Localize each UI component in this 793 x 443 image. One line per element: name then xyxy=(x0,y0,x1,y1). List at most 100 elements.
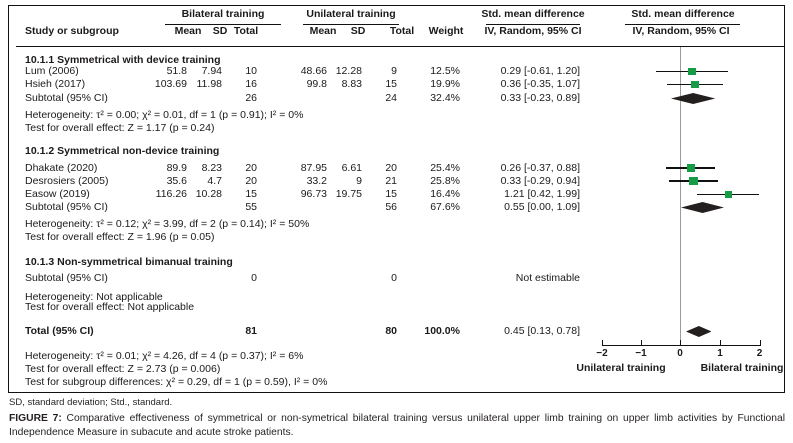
sd-bilateral: 10.28 xyxy=(195,188,222,200)
total-bilateral: 15 xyxy=(245,188,257,200)
column-header-mean-1: Mean xyxy=(174,25,202,37)
column-header-total-1: Total xyxy=(233,25,259,37)
sd-unilateral: 8.83 xyxy=(341,78,362,90)
subtotal-row: Subtotal (95% CI) 0 0 Not estimable xyxy=(25,272,580,285)
axis-label-unilateral: Unilateral training xyxy=(576,362,666,374)
total-ci: 0.45 [0.13, 0.78] xyxy=(504,325,580,337)
underline-unilateral xyxy=(303,23,399,25)
heterogeneity-text: Heterogeneity: τ² = 0.00; χ² = 0.01, df … xyxy=(25,108,304,121)
weight-value: 25.4% xyxy=(430,161,460,174)
subtotal-weight: 32.4% xyxy=(430,91,460,104)
subtotal-label: Subtotal (95% CI) xyxy=(25,271,108,284)
sd-unilateral: 12.28 xyxy=(335,65,362,77)
mean-bilateral: 103.69 xyxy=(154,78,187,90)
figure-caption-text: Comparative effectiveness of symmetrical… xyxy=(9,413,786,438)
column-header-total-2: Total xyxy=(389,25,415,37)
column-header-study: Study or subgroup xyxy=(25,25,119,37)
mean-bilateral: 116.26 xyxy=(155,188,187,200)
overall-effect-text: Test for overall effect: Z = 1.96 (p = 0… xyxy=(25,230,215,243)
sd-bilateral: 11.98 xyxy=(196,78,223,90)
ci-value: 0.33 [-0.29, 0.94] xyxy=(500,174,580,187)
total-total-bilateral: 81 xyxy=(245,325,257,337)
axis-tick-label: 0 xyxy=(677,348,683,359)
study-row: Easow (2019) 116.26 10.28 15 96.73 19.75… xyxy=(25,188,580,201)
axis-tick xyxy=(759,340,761,346)
axis-tick xyxy=(602,340,604,346)
study-name: Lum (2006) xyxy=(25,65,79,77)
subtotal-total-bilateral: 0 xyxy=(251,271,257,284)
column-header-mean-2: Mean xyxy=(309,25,337,37)
study-row: Hsieh (2017) 103.69 11.98 16 99.8 8.83 1… xyxy=(25,78,580,91)
heterogeneity-text: Heterogeneity: τ² = 0.01; χ² = 4.26, df … xyxy=(25,349,304,362)
axis-label-bilateral: Bilateral training xyxy=(700,362,784,374)
subtotal-total-unilateral: 56 xyxy=(385,200,397,213)
mean-unilateral: 99.8 xyxy=(306,78,327,90)
total-unilateral: 21 xyxy=(385,174,397,187)
mean-bilateral: 51.8 xyxy=(166,65,187,77)
sd-unilateral: 19.75 xyxy=(335,188,362,200)
axis-tick xyxy=(641,340,643,346)
weight-value: 25.8% xyxy=(430,174,460,187)
section-title: 10.1.1 Symmetrical with device training xyxy=(25,54,221,66)
study-name: Easow (2019) xyxy=(25,188,90,200)
overall-effect-text: Test for overall effect: Z = 2.73 (p = 0… xyxy=(25,362,221,375)
axis-tick-label: 1 xyxy=(717,348,723,359)
mean-unilateral: 87.95 xyxy=(300,161,327,174)
mean-bilateral: 89.9 xyxy=(166,161,187,174)
total-unilateral: 20 xyxy=(385,161,397,174)
mean-bilateral: 35.6 xyxy=(166,174,187,187)
mean-unilateral: 48.66 xyxy=(300,65,327,77)
total-bilateral: 20 xyxy=(245,161,257,174)
column-header-sd-2: SD xyxy=(350,25,366,37)
zero-reference-line xyxy=(680,47,681,345)
column-header-sd-1: SD xyxy=(212,25,228,37)
study-row: Desrosiers (2005) 35.6 4.7 20 33.2 9 21 … xyxy=(25,175,580,188)
subtotal-weight: 67.6% xyxy=(430,200,460,213)
ci-value: 1.21 [0.42, 1.99] xyxy=(504,188,580,200)
subtotal-total-bilateral: 55 xyxy=(245,200,257,213)
total-row: Total (95% CI) 81 80 100.0% 0.45 [0.13, … xyxy=(25,325,580,338)
subtotal-ci: Not estimable xyxy=(515,271,580,284)
mean-unilateral: 33.2 xyxy=(306,174,327,187)
study-name: Desrosiers (2005) xyxy=(25,174,109,187)
group-header-bilateral: Bilateral training xyxy=(181,8,265,20)
column-header-weight: Weight xyxy=(428,25,464,37)
overall-effect-text: Test for overall effect: Z = 1.17 (p = 0… xyxy=(25,121,215,134)
axis-tick-label: 2 xyxy=(756,348,763,359)
figure-caption: FIGURE 7: Comparative effectiveness of s… xyxy=(9,412,785,439)
sd-bilateral: 4.7 xyxy=(207,174,222,187)
total-label: Total (95% CI) xyxy=(25,325,94,337)
sd-unilateral: 9 xyxy=(356,174,362,187)
total-bilateral: 10 xyxy=(245,65,257,77)
total-unilateral: 15 xyxy=(385,188,397,200)
study-name: Dhakate (2020) xyxy=(25,161,98,174)
study-row: Lum (2006) 51.8 7.94 10 48.66 12.28 9 12… xyxy=(25,65,580,78)
overall-effect-text: Test for overall effect: Not applicable xyxy=(25,300,195,313)
total-unilateral: 15 xyxy=(385,78,397,90)
plot-header-method: IV, Random, 95% CI xyxy=(632,25,730,37)
subtotal-total-bilateral: 26 xyxy=(245,91,257,104)
subtotal-total-unilateral: 0 xyxy=(391,271,397,284)
weight-value: 19.9% xyxy=(430,78,460,90)
section-title: 10.1.2 Symmetrical non-device training xyxy=(25,144,220,157)
figure-border xyxy=(8,5,785,393)
heterogeneity-text: Heterogeneity: Not applicable xyxy=(25,290,163,303)
subtotal-row: Subtotal (95% CI) 55 56 67.6% 0.55 [0.00… xyxy=(25,201,580,214)
underline-bilateral xyxy=(165,23,281,25)
subtotal-ci: 0.55 [0.00, 1.09] xyxy=(504,200,580,213)
subtotal-label: Subtotal (95% CI) xyxy=(25,91,108,104)
weight-value: 16.4% xyxy=(430,188,460,200)
column-header-method: IV, Random, 95% CI xyxy=(484,25,582,37)
total-bilateral: 16 xyxy=(245,78,257,90)
underline-smd xyxy=(486,23,580,25)
subtotal-weight xyxy=(397,272,460,285)
sd-bilateral: 7.94 xyxy=(201,65,222,77)
total-total-unilateral: 80 xyxy=(385,325,397,337)
heterogeneity-text: Heterogeneity: τ² = 0.12; χ² = 3.99, df … xyxy=(25,217,310,230)
abbreviations-note: SD, standard deviation; Std., standard. xyxy=(9,397,173,408)
column-header-smd: Std. mean difference xyxy=(481,8,585,20)
sd-bilateral: 8.23 xyxy=(201,161,222,174)
weight-value: 12.5% xyxy=(430,65,460,77)
axis-tick xyxy=(680,340,682,346)
